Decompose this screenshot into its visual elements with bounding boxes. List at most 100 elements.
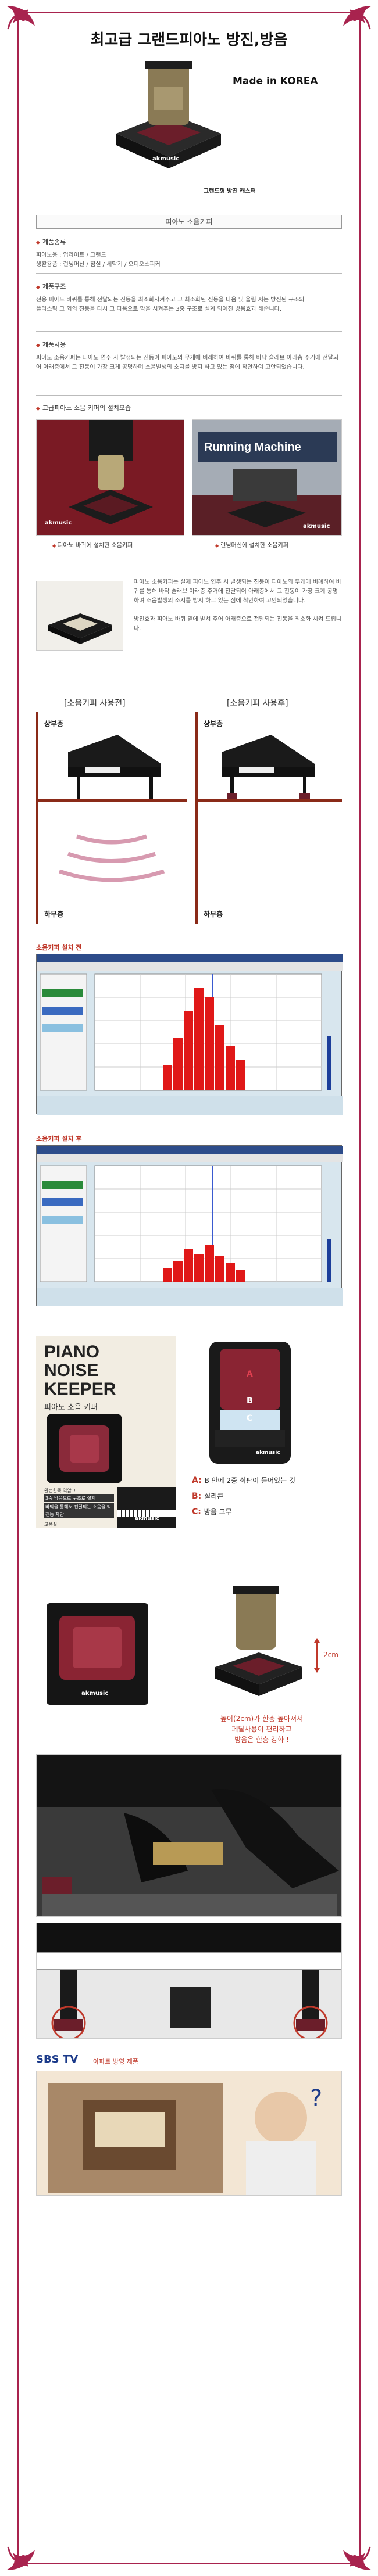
before-illustration: 상부층 하부층 [36,712,187,924]
hero-caster-image: akmusic [110,52,227,186]
poster-title-line: NOISE [44,1361,99,1380]
poster-card-line: 바닥을 통해서 전달되는 소음을 막 진동 차단 [44,1503,114,1518]
bottom-floor-label: 하부층 [44,910,64,918]
corner-ornament-icon [314,2512,378,2576]
poster-title-line: KEEPER [44,1379,116,1399]
chart-bar [215,1256,224,1282]
top-floor-label: 상부층 [44,720,64,728]
hero-caption: 그랜드형 방진 캐스터 [204,188,256,195]
chart-heading: 소음키퍼 설치 전 [36,944,82,951]
height-arrow-icon [314,1638,320,1673]
made-in-label: Made in KOREA [233,76,318,87]
chart-bar [226,1263,235,1282]
install-photo-running-machine: Running Machine akmusic [192,419,342,536]
poster-product-image [47,1414,122,1483]
poster-badge: akmusic [135,1516,159,1522]
poster-card-line: 3중 방음으로 구조로 설계 [44,1494,114,1502]
keeper-product-photo [36,581,123,651]
corner-ornament-icon [0,0,64,64]
legend-item: A: B 안에 2중 쇠판이 들어있는 것 [192,1476,295,1485]
chart-svg [37,954,343,1115]
height-note: 높이(2cm)가 한층 높아져서 페달사용이 편리하고 방음은 한층 강화 ! [220,1715,304,1744]
photo-badge: akmusic [45,520,72,526]
feature-block: 고급피아노 소음 키퍼의 설치모습 [36,403,342,412]
chart-svg [37,1146,343,1306]
poster-card-line: 완전한쪽 역암그 [44,1488,76,1493]
chart-bar [163,1065,172,1090]
after-illustration: 상부층 하부층 [195,712,342,924]
chart-bar [236,1270,245,1282]
corner-ornament-icon [314,0,378,64]
chart-bar [184,1249,193,1282]
feature-body: 피아노용 : 업라이트 / 그랜드 생활용품 : 런닝머신 / 침실 / 세탁기… [36,252,161,268]
install-photo-caption: 피아노 바퀴에 설치한 소음키퍼 [52,540,133,549]
keeper-top-view: akmusic [47,1603,148,1705]
bottom-floor-label: 하부층 [204,910,223,918]
chart-bar [184,1011,193,1090]
section-bar: 피아노 소음키퍼 [36,215,342,229]
keeper-description: 피아노 소음키퍼는 실제 피아노 연주 시 발생되는 진동이 피아노의 무게에 … [134,579,341,632]
poster-card-tag: 고품질 [44,1522,58,1527]
chart-bar [205,997,214,1090]
feature-block: 제품구조 전용 피아노 바퀴를 통해 전달되는 진동을 최소화시켜주고 그 최소… [36,282,342,314]
sbs-logo-text: SBS TV [36,2053,79,2065]
piano-legs-photo [36,1923,342,2039]
chart-bar [226,1046,235,1090]
corner-ornament-icon [0,2512,64,2576]
photo-badge: akmusic [303,523,330,530]
chart-bar [163,1268,172,1282]
noise-chart-after [36,1145,343,1306]
part-c-marker: C [247,1414,253,1423]
divider [36,395,342,396]
install-photo-caption: 런닝머신에 설치한 소음키퍼 [215,540,288,549]
chart-bar [236,1060,245,1090]
chart-bar [173,1261,183,1282]
height-label: 2cm [323,1651,338,1659]
page-title: 최고급 그랜드피아노 방진,방음 [90,31,288,49]
chart-bar [194,1254,204,1282]
side-view-badge: akmusic [268,1690,295,1697]
chart-bar [215,1025,224,1090]
noise-chart-before [36,954,343,1115]
feature-block: 제품사용 피아노 소음키퍼는 피아노 연주 시 발생되는 진동이 피아노의 무게… [36,340,342,372]
feature-title: 제품종류 [36,237,342,246]
pedal-photo [36,1754,342,1917]
keeper-side-view: akmusic [209,1586,308,1702]
poster-title-line: PIANO [44,1342,100,1361]
legend-item: B: 실리콘 [192,1492,224,1501]
parts-legend: A: B 안에 2중 쇠판이 들어있는 것 B: 실리콘 C: 방음 고무 [192,1475,343,1517]
svg-text:?: ? [310,2085,322,2112]
product-cutaway: A B C akmusic [204,1342,297,1464]
feature-body: 전용 피아노 바퀴를 통해 전달되는 진동을 최소화시켜주고 그 최소화된 진동… [36,297,305,312]
install-photo-piano: akmusic [36,419,184,536]
chart-bar [205,1245,214,1282]
chart-bar [194,988,204,1090]
chart-bar [173,1038,183,1090]
poster-piano-image [117,1487,176,1528]
product-poster: PIANO NOISE KEEPER 피아노 소음 키퍼 완전한쪽 역암그 3중… [36,1336,176,1528]
feature-body: 피아노 소음키퍼는 피아노 연주 시 발생되는 진동이 피아노의 무게에 비례하… [36,355,339,371]
legend-item: C: 방음 고무 [192,1507,232,1517]
top-floor-label: 상부층 [204,720,223,728]
poster-subtitle: 피아노 소음 키퍼 [44,1403,98,1412]
feature-block: 제품종류 피아노용 : 업라이트 / 그랜드 생활용품 : 런닝머신 / 침실 … [36,237,342,270]
before-label: [소음키퍼 사용전] [64,699,126,708]
poster-card: 완전한쪽 역암그 3중 방음으로 구조로 설계 바닥을 통해서 전달되는 소음을… [44,1487,114,1528]
divider [36,273,342,274]
poster-title: PIANO NOISE KEEPER [44,1343,116,1399]
hero-watermark: akmusic [152,156,180,162]
part-b-marker: B [247,1396,253,1406]
sbs-logo: SBS TV [36,2053,78,2065]
running-machine-sign: Running Machine [204,441,301,454]
after-label: [소음키퍼 사용후] [227,699,288,708]
part-a-marker: A [247,1370,253,1379]
chart-heading: 소음키퍼 설치 후 [36,1135,82,1143]
cutaway-badge: akmusic [256,1450,280,1456]
divider [36,331,342,332]
tv-caption: 아파트 방영 제품 [93,2058,138,2065]
tv-broadcast-image: ? [36,2071,342,2196]
feature-title: 제품구조 [36,282,342,291]
feature-title: 제품사용 [36,340,342,349]
feature-title: 고급피아노 소음 키퍼의 설치모습 [36,403,342,412]
top-view-badge: akmusic [81,1690,109,1697]
